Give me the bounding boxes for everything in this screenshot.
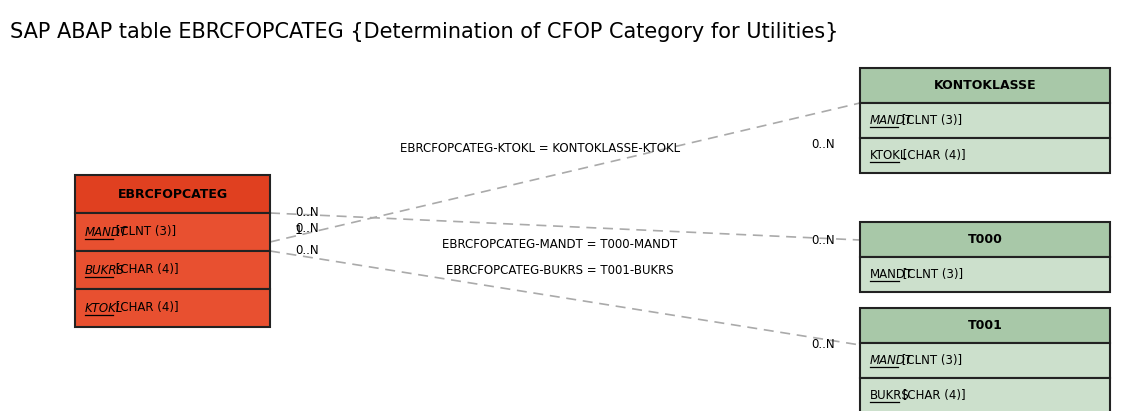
Bar xyxy=(860,343,1110,378)
Bar xyxy=(860,308,1110,343)
Bar xyxy=(75,289,270,327)
Text: [CLNT (3)]: [CLNT (3)] xyxy=(113,226,177,238)
Text: [CLNT (3)]: [CLNT (3)] xyxy=(899,268,963,281)
Bar xyxy=(860,378,1110,411)
Text: [CHAR (4)]: [CHAR (4)] xyxy=(899,389,965,402)
Bar xyxy=(860,138,1110,173)
Text: 0..N: 0..N xyxy=(295,245,319,258)
Text: 1: 1 xyxy=(295,224,303,236)
Text: MANDT: MANDT xyxy=(870,354,913,367)
Bar xyxy=(860,222,1110,257)
Text: 0..N: 0..N xyxy=(812,233,835,247)
Text: KTOKL: KTOKL xyxy=(870,149,907,162)
Bar xyxy=(75,213,270,251)
Text: EBRCFOPCATEG: EBRCFOPCATEG xyxy=(117,187,227,201)
Text: BUKRS: BUKRS xyxy=(870,389,909,402)
Bar xyxy=(860,103,1110,138)
Text: MANDT: MANDT xyxy=(870,114,913,127)
Text: EBRCFOPCATEG-MANDT = T000-MANDT: EBRCFOPCATEG-MANDT = T000-MANDT xyxy=(442,238,677,252)
Text: 0..N: 0..N xyxy=(295,222,319,235)
Text: KONTOKLASSE: KONTOKLASSE xyxy=(933,79,1037,92)
Text: 0..N: 0..N xyxy=(812,339,835,351)
Text: T001: T001 xyxy=(968,319,1002,332)
Bar xyxy=(860,257,1110,292)
Text: BUKRS: BUKRS xyxy=(85,263,125,277)
Text: [CHAR (4)]: [CHAR (4)] xyxy=(113,302,179,314)
Text: [CLNT (3)]: [CLNT (3)] xyxy=(898,354,962,367)
Text: [CLNT (3)]: [CLNT (3)] xyxy=(898,114,962,127)
Text: KTOKL: KTOKL xyxy=(85,302,123,314)
Bar xyxy=(860,68,1110,103)
Text: SAP ABAP table EBRCFOPCATEG {Determination of CFOP Category for Utilities}: SAP ABAP table EBRCFOPCATEG {Determinati… xyxy=(10,22,838,42)
Text: EBRCFOPCATEG-KTOKL = KONTOKLASSE-KTOKL: EBRCFOPCATEG-KTOKL = KONTOKLASSE-KTOKL xyxy=(400,141,680,155)
Text: [CHAR (4)]: [CHAR (4)] xyxy=(899,149,965,162)
Text: 0..N: 0..N xyxy=(295,206,319,219)
Text: MANDT: MANDT xyxy=(870,268,914,281)
Bar xyxy=(75,251,270,289)
Text: [CHAR (4)]: [CHAR (4)] xyxy=(113,263,179,277)
Text: EBRCFOPCATEG-BUKRS = T001-BUKRS: EBRCFOPCATEG-BUKRS = T001-BUKRS xyxy=(447,263,674,277)
Text: T000: T000 xyxy=(968,233,1002,246)
Bar xyxy=(75,175,270,213)
Text: 0..N: 0..N xyxy=(812,139,835,152)
Text: MANDT: MANDT xyxy=(85,226,127,238)
